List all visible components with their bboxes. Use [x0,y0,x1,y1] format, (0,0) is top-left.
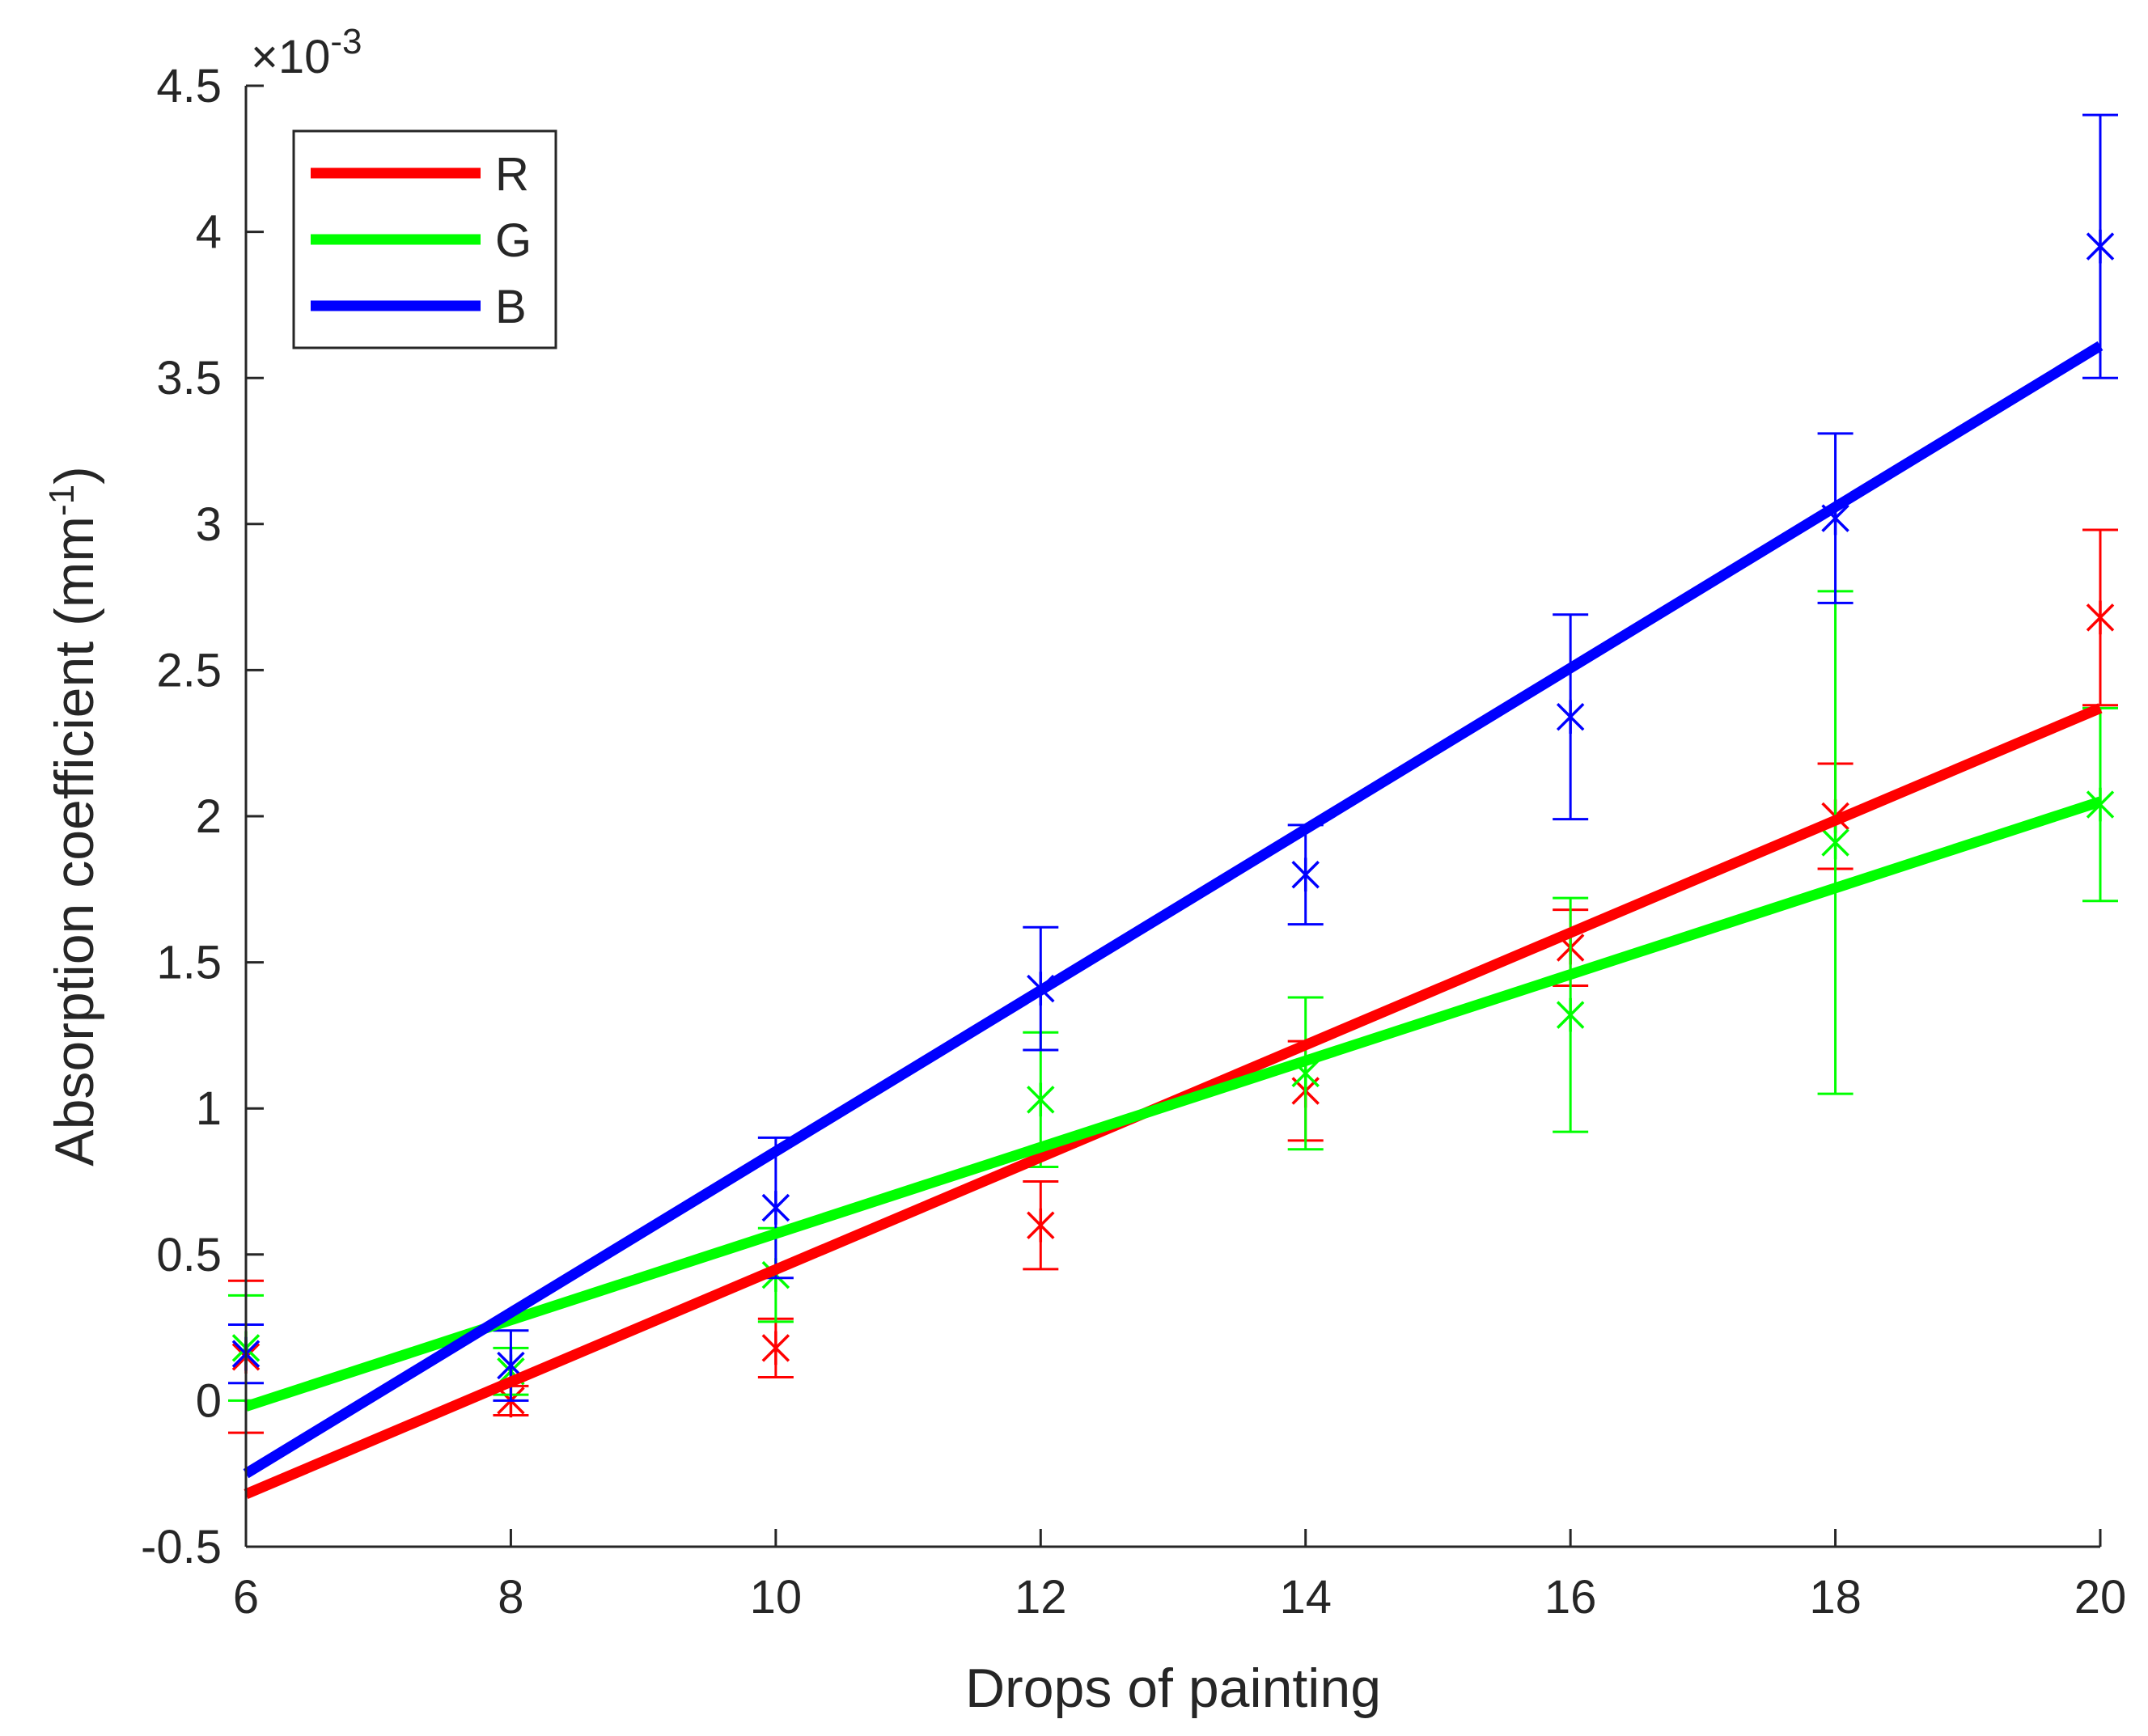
x-tick-label: 16 [1544,1571,1597,1624]
data-point-marker [761,1191,790,1225]
y-exponent-label: ×10-3 [251,22,362,84]
y-tick-label: 4.5 [156,60,222,112]
data-point-marker [2086,600,2115,635]
y-axis-title-superscript: -1 [42,485,82,516]
x-tick-label: 20 [2074,1571,2127,1624]
data-point-marker [1821,825,1849,860]
y-tick-label: 3.5 [156,352,222,404]
data-point-marker [1556,997,1585,1032]
x-tick-label: 6 [233,1571,259,1624]
tick-labels: 6 8 10 12 14 16 18 20 -0.5 0 0.5 1 1.5 2 2.5 3 3.5 4 4.5 [141,60,2126,1624]
fit-line-b [243,341,2104,1479]
data-point-marker [761,1331,790,1366]
y-axis-title-close: ) [44,466,105,485]
fit-line-g [244,796,2103,1412]
y-axis-title: Absorption coefficient (mm-1) [42,466,106,1167]
legend: RGB [292,129,557,349]
y-exponent-base: ×10 [251,31,330,83]
y-tick-label: 0 [196,1374,222,1427]
data-point-marker [2086,229,2115,264]
y-tick-label: 0.5 [156,1229,222,1281]
data-point-marker [1556,700,1585,734]
y-tick-label: 3 [196,498,222,551]
data-point-marker [1027,1082,1055,1117]
axes [244,86,2100,1548]
legend-label-b: B [495,281,527,333]
x-axis-title: Drops of painting [965,1658,1381,1719]
y-exponent-superscript: -3 [330,22,362,61]
x-tick-label: 14 [1279,1571,1332,1624]
y-axis-title-main: Absorption coefficient (mm [44,516,105,1167]
y-tick-label: -0.5 [141,1521,222,1573]
y-tick-label: 1 [196,1082,222,1135]
legend-label-g: G [495,214,532,267]
y-tick-label: 2.5 [156,644,222,697]
data-point-marker [1291,857,1320,892]
x-tick-label: 8 [498,1571,523,1624]
x-tick-label: 18 [1809,1571,1862,1624]
x-tick-label: 10 [750,1571,803,1624]
legend-label-r: R [495,148,529,201]
x-tick-label: 12 [1015,1571,1067,1624]
data-point-marker [1027,1208,1055,1243]
y-tick-label: 4 [196,206,222,259]
y-tick-label: 1.5 [156,937,222,989]
y-tick-label: 2 [196,790,222,843]
